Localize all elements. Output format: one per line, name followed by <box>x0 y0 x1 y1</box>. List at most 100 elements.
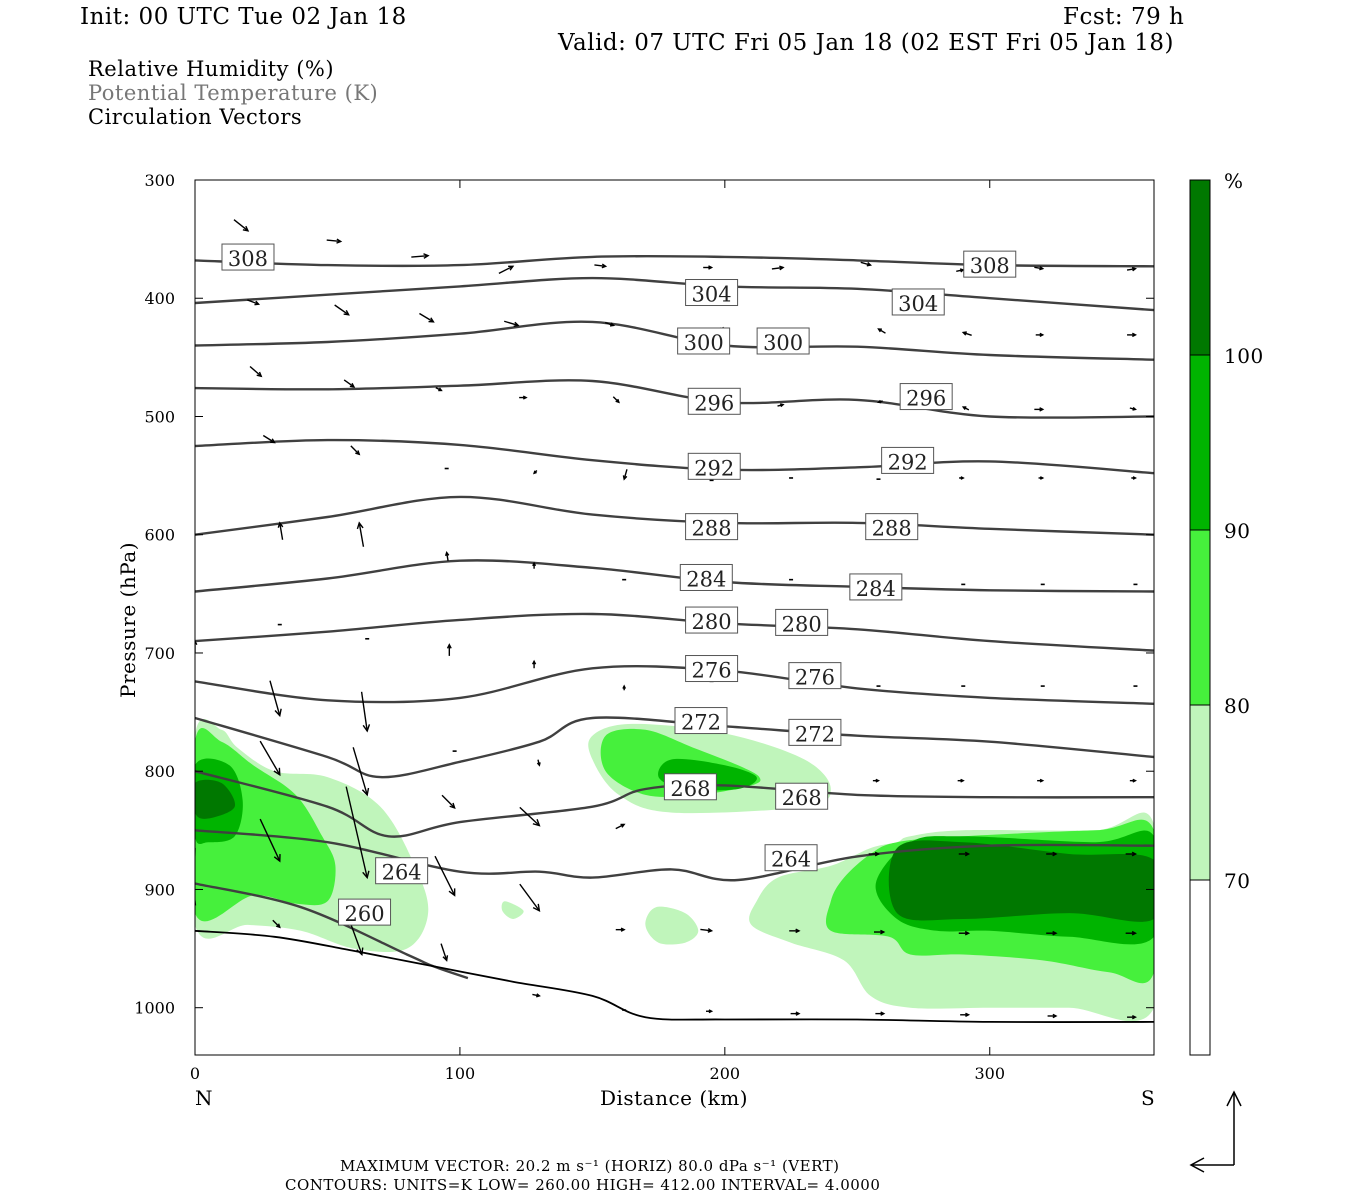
contour-label-text: 304 <box>898 292 938 316</box>
vector-shaft <box>350 445 360 455</box>
circulation-vector <box>446 643 452 656</box>
contour-label-text: 292 <box>694 456 734 480</box>
vector-head <box>877 399 882 404</box>
circulation-vector <box>1125 851 1137 857</box>
contour-info-note: CONTOURS: UNITS=K LOW= 260.00 HIGH= 412.… <box>285 1176 881 1194</box>
colorbar-label: 90 <box>1224 519 1250 543</box>
x-tick-label: 300 <box>974 1064 1005 1083</box>
contour-label-296: 296 <box>687 387 741 415</box>
vector-head <box>1132 778 1137 783</box>
circulation-vector <box>345 786 370 880</box>
axes: 300 400 500 600 700 800 900 1000 0 100 200 300 <box>134 171 1154 1083</box>
circulation-vector <box>356 521 365 547</box>
circulation-vector <box>873 929 886 935</box>
theta-contour-292 <box>195 438 1154 475</box>
vector-head <box>532 819 541 827</box>
vector-shaft <box>440 943 448 961</box>
theta-contour-288 <box>195 495 1154 536</box>
vector-head <box>866 262 873 267</box>
circulation-vector <box>615 927 626 932</box>
contour-label-300: 300 <box>677 327 731 355</box>
vector-head <box>444 550 450 557</box>
contour-label-272: 272 <box>674 707 728 735</box>
contour-label-264: 264 <box>375 857 429 885</box>
theta-contours <box>195 254 1154 980</box>
contour-label-text: 272 <box>681 711 721 735</box>
circulation-vector <box>326 238 343 244</box>
circulation-vector <box>440 943 449 962</box>
title-potential-temperature: Potential Temperature (K) <box>88 81 379 105</box>
vector-head <box>880 929 886 935</box>
vector-head <box>1132 332 1137 338</box>
colorbar: 70 80 90 100 <box>1189 179 1263 1056</box>
x-axis-title: Distance (km) <box>600 1086 748 1110</box>
rh-region-70 <box>645 906 699 945</box>
endpoint-label-south: S <box>1141 1086 1155 1110</box>
theta-contour-280 <box>195 612 1154 652</box>
vector-shaft <box>195 901 196 904</box>
contour-label-text: 268 <box>782 786 822 810</box>
contour-label-284: 284 <box>679 563 733 591</box>
y-tick-label: 1000 <box>134 999 175 1018</box>
circulation-vector <box>961 406 970 411</box>
vector-shaft <box>247 299 259 305</box>
theta-contour-268 <box>195 770 1154 838</box>
contour-label-292: 292 <box>687 452 741 480</box>
vector-head <box>965 1012 971 1018</box>
circulation-vector <box>519 395 528 400</box>
vector-head <box>1052 930 1058 936</box>
vector-head <box>195 847 196 857</box>
vector-head <box>428 317 435 323</box>
vector-shaft <box>272 919 281 928</box>
vector-head <box>273 767 281 777</box>
vector-head <box>446 643 452 649</box>
circulation-vector <box>444 550 450 561</box>
vector-head <box>513 321 520 327</box>
vector-head <box>349 382 356 388</box>
rh-region-70 <box>501 901 524 919</box>
rh-region-100 <box>888 840 1154 922</box>
contour-label-box <box>338 898 392 926</box>
vector-head <box>362 870 370 880</box>
contour-label-text: 304 <box>692 283 732 307</box>
contour-label-text: 260 <box>345 902 385 926</box>
contour-label-304: 304 <box>891 288 945 316</box>
vector-head <box>362 724 371 733</box>
vector-head <box>195 770 197 773</box>
circulation-vector <box>334 304 350 316</box>
vector-head <box>536 993 541 998</box>
colorbar-unit: % <box>1224 169 1244 193</box>
vector-head <box>708 1009 714 1014</box>
contour-label-box <box>775 608 829 636</box>
circulation-vector <box>622 469 628 481</box>
vector-head <box>1039 476 1045 480</box>
contour-label-text: 284 <box>686 567 726 591</box>
x-tick-label: 0 <box>190 1064 200 1083</box>
contour-label-box <box>685 606 739 634</box>
contour-label-300: 300 <box>756 327 810 355</box>
circulation-vector <box>350 445 361 456</box>
circulation-vector <box>195 847 196 857</box>
vector-head <box>438 387 443 392</box>
title-circulation-vectors: Circulation Vectors <box>88 105 303 129</box>
vector-shaft <box>615 823 625 830</box>
contour-label-text: 300 <box>684 331 724 355</box>
vector-head <box>1131 930 1137 936</box>
circulation-vector <box>959 476 965 480</box>
vector-head <box>275 923 281 929</box>
vector-head <box>795 928 801 934</box>
vector-head <box>961 331 967 336</box>
contour-label-280: 280 <box>685 606 739 634</box>
rh-region-100 <box>195 779 236 819</box>
vector-head <box>1039 407 1045 412</box>
contour-label-box <box>963 250 1017 278</box>
contour-label-box <box>775 782 829 810</box>
contour-label-box <box>849 573 903 601</box>
circulation-vector <box>1126 266 1137 272</box>
vector-head <box>1132 476 1137 480</box>
circulation-vector <box>1047 1013 1058 1019</box>
circulation-vector <box>441 794 456 809</box>
circulation-vector <box>533 469 538 475</box>
contour-label-264: 264 <box>764 844 818 872</box>
vector-head <box>343 310 350 316</box>
